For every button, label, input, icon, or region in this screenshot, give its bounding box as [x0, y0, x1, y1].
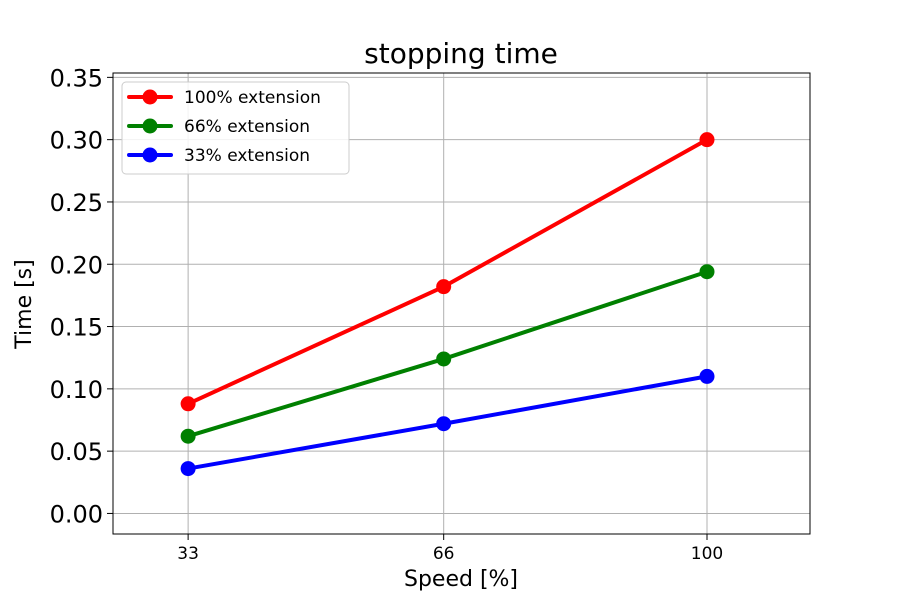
x-tick-label: 100: [691, 544, 723, 564]
x-tick-label: 66: [433, 544, 455, 564]
legend-items: 100% extension 66% extension 33% extension: [127, 88, 321, 166]
legend-item: 100% extension: [127, 88, 321, 108]
y-tick-label: 0.35: [50, 64, 103, 92]
series-1: [180, 264, 715, 444]
x-axis-ticks: 33 66 100: [177, 534, 723, 564]
series-2: [180, 368, 715, 477]
data-point: [699, 264, 715, 280]
x-tick-label: 33: [177, 544, 199, 564]
data-point: [436, 416, 452, 432]
y-axis-ticks: 0.00 0.05 0.10 0.15 0.20 0.25 0.30 0.35: [50, 64, 113, 528]
legend-item: 66% extension: [127, 117, 310, 137]
y-tick-label: 0.00: [50, 500, 103, 528]
data-point: [699, 368, 715, 384]
chart-title: stopping time: [364, 37, 558, 70]
x-axis-label: Speed [%]: [404, 567, 518, 592]
legend-label: 100% extension: [184, 88, 321, 108]
data-point: [180, 461, 196, 477]
y-tick-label: 0.30: [50, 127, 103, 155]
y-tick-label: 0.25: [50, 189, 103, 217]
legend-marker: [142, 147, 158, 163]
legend-marker: [142, 89, 158, 105]
y-tick-label: 0.20: [50, 251, 103, 279]
data-point: [436, 351, 452, 367]
series-layer: [180, 132, 715, 477]
y-tick-label: 0.15: [50, 314, 103, 342]
legend: 100% extension 66% extension 33% extension: [121, 81, 350, 175]
data-point: [180, 396, 196, 412]
legend-label: 33% extension: [184, 146, 310, 166]
legend-item: 33% extension: [127, 146, 310, 166]
series-0: [180, 132, 715, 412]
data-point: [436, 279, 452, 295]
data-point: [699, 132, 715, 148]
plot-frame: [112, 72, 811, 535]
legend-label: 66% extension: [184, 117, 310, 137]
legend-marker: [142, 118, 158, 134]
y-axis-label: Time [s]: [12, 259, 37, 349]
y-tick-label: 0.05: [50, 438, 103, 466]
data-point: [180, 428, 196, 444]
y-tick-label: 0.10: [50, 376, 103, 404]
legend-box: [121, 81, 350, 175]
